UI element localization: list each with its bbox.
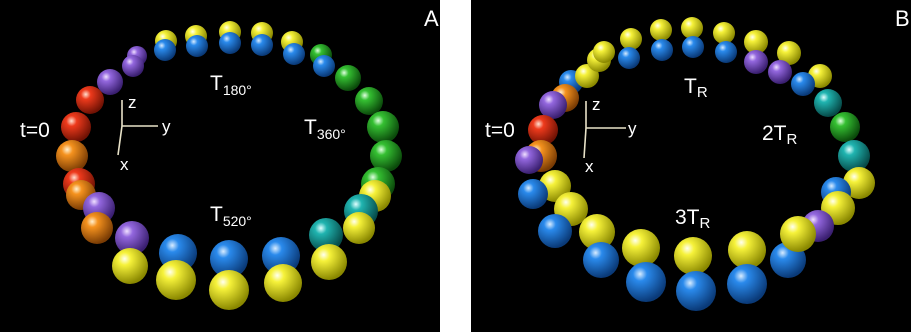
time-label-3: T520° xyxy=(210,203,252,229)
panel-letter-b: B xyxy=(895,6,910,31)
axis-y-label: y xyxy=(628,119,637,138)
panel-a: z y x t=0 T180° T360° T520° A xyxy=(0,0,440,332)
t0-label: t=0 xyxy=(485,119,515,142)
time-label-3: 3TR xyxy=(675,206,711,232)
time-label-2: 2TR xyxy=(762,122,798,148)
panel-letter-a: A xyxy=(424,6,439,31)
axis-x-label: x xyxy=(120,155,129,174)
axis-z-label: z xyxy=(592,95,601,114)
axis-z-label: z xyxy=(128,93,137,112)
coordinate-axes: z y x xyxy=(117,93,171,174)
coordinate-axes: z y x xyxy=(583,95,637,176)
ring-diagram-a: z y x t=0 T180° T360° T520° A xyxy=(20,6,439,310)
ring-diagram-b: z y x t=0 TR 2TR 3TR B xyxy=(485,6,910,311)
axis-x-label: x xyxy=(585,157,594,176)
panel-b: z y x t=0 TR 2TR 3TR B xyxy=(471,0,911,332)
sphere-ring xyxy=(56,21,402,310)
time-label-1: T180° xyxy=(210,72,252,98)
t0-label: t=0 xyxy=(20,119,50,142)
axis-y-label: y xyxy=(162,117,171,136)
sphere-ring xyxy=(515,17,875,311)
time-label-2: T360° xyxy=(304,116,346,142)
time-label-1: TR xyxy=(684,75,708,101)
